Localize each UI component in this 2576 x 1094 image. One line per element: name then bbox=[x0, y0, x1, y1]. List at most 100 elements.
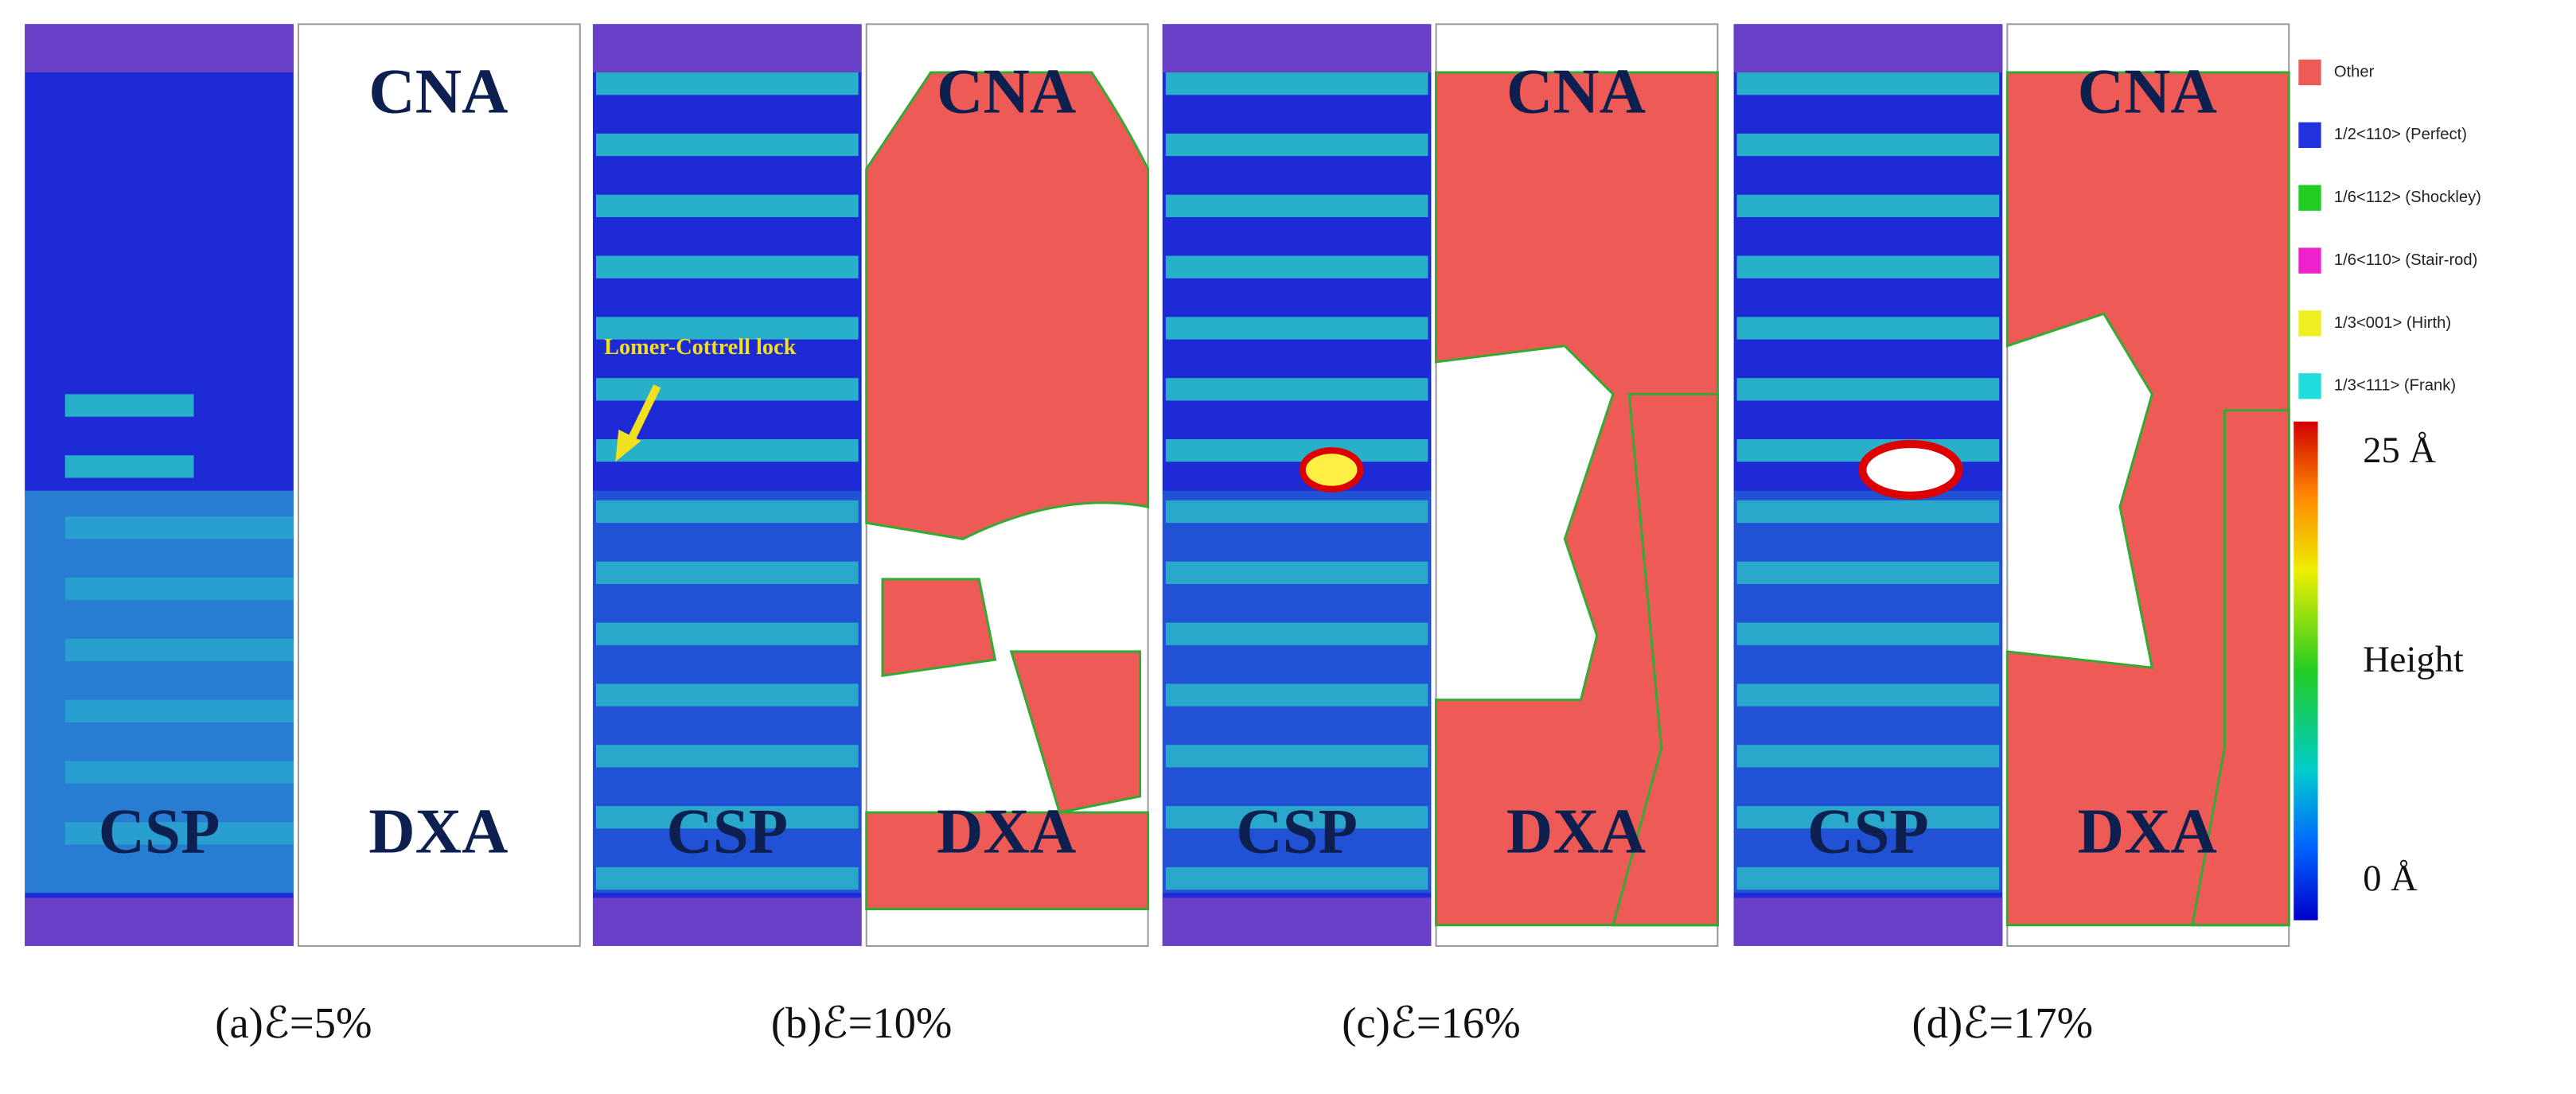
disordered-region bbox=[1733, 490, 2003, 893]
stacking-stripe bbox=[1165, 866, 1428, 890]
legend-label: 1/3<111> (Frank) bbox=[2334, 377, 2456, 395]
boundary bbox=[1162, 24, 1432, 72]
dxa-label: DXA bbox=[937, 796, 1076, 867]
colorbar-top: 25 Å bbox=[2363, 430, 2436, 471]
stacking-stripe bbox=[1736, 622, 2000, 645]
csp-label: CSP bbox=[1236, 796, 1358, 867]
stacking-stripe bbox=[596, 133, 859, 157]
disordered-region bbox=[1162, 490, 1432, 893]
stacking-stripe bbox=[1736, 378, 2000, 401]
csp-label: CSP bbox=[1807, 796, 1929, 867]
stacking-stripe bbox=[1165, 378, 1428, 401]
legend-swatch bbox=[2298, 185, 2321, 211]
csp-label: CSP bbox=[99, 796, 220, 867]
stacking-stripe bbox=[1736, 317, 2000, 340]
fcc-region bbox=[1611, 392, 1719, 927]
legend-label: 1/2<110> (Perfect) bbox=[2334, 126, 2467, 143]
annotation-arrow bbox=[624, 384, 661, 448]
stacking-stripe bbox=[1165, 683, 1428, 707]
stacking-stripe bbox=[596, 500, 859, 524]
caption: (b)ℰ=10% bbox=[771, 999, 953, 1047]
stacking-stripe bbox=[1165, 255, 1428, 278]
stacking-stripe bbox=[1736, 194, 2000, 217]
boundary bbox=[1162, 897, 1432, 946]
stacking-stripe bbox=[596, 806, 859, 829]
boundary bbox=[592, 897, 862, 946]
csp-image bbox=[1162, 24, 1432, 946]
caption: (a)ℰ=5% bbox=[215, 999, 372, 1047]
colorbar bbox=[2293, 421, 2318, 921]
caption: (c)ℰ=16% bbox=[1342, 999, 1520, 1047]
disordered-region bbox=[592, 490, 862, 893]
stacking-stripe bbox=[596, 745, 859, 768]
stacking-stripe bbox=[1736, 133, 2000, 157]
stacking-stripe bbox=[1165, 622, 1428, 645]
stacking-stripe bbox=[1165, 806, 1428, 829]
cna-label: CNA bbox=[1506, 56, 1646, 127]
cna-label: CNA bbox=[368, 56, 508, 127]
legend-label: 1/6<112> (Shockley) bbox=[2334, 189, 2481, 206]
cna-label: CNA bbox=[2078, 56, 2217, 127]
fcc-region bbox=[865, 71, 1150, 540]
fcc-region bbox=[2191, 409, 2290, 927]
legend-swatch bbox=[2298, 247, 2321, 274]
legend-swatch bbox=[2298, 59, 2321, 86]
boundary bbox=[25, 24, 294, 72]
fcc-region bbox=[1009, 650, 1141, 814]
stacking-stripe bbox=[1165, 745, 1428, 768]
dxa-label: DXA bbox=[368, 796, 508, 867]
stacking-stripe bbox=[596, 378, 859, 401]
csp-label: CSP bbox=[666, 796, 788, 867]
stacking-stripe bbox=[1736, 866, 2000, 890]
colorbar-middle: Height bbox=[2363, 640, 2464, 680]
stacking-stripe bbox=[64, 394, 194, 417]
stacking-stripe bbox=[1165, 317, 1428, 340]
stacking-stripe bbox=[1165, 439, 1428, 462]
stacking-stripe bbox=[596, 622, 859, 645]
panel: CSP CNA DXA (d)ℰ=17% bbox=[1733, 23, 2290, 1047]
stacking-stripe bbox=[596, 194, 859, 217]
stacking-stripe bbox=[1736, 72, 2000, 95]
boundary bbox=[25, 897, 294, 946]
panel: CSP CNA DXA (c)ℰ=16% bbox=[1162, 23, 1719, 1047]
legend-swatch bbox=[2298, 310, 2321, 337]
stacking-stripe bbox=[596, 255, 859, 278]
boundary bbox=[1733, 24, 2003, 72]
dxa-label: DXA bbox=[1506, 796, 1646, 867]
disordered-region bbox=[25, 490, 294, 893]
boundary bbox=[1733, 897, 2003, 946]
stacking-stripe bbox=[596, 683, 859, 707]
stacking-stripe bbox=[1165, 133, 1428, 157]
colorbar-bottom: 0 Å bbox=[2363, 858, 2418, 899]
stacking-stripe bbox=[1736, 561, 2000, 585]
stacking-stripe bbox=[1736, 500, 2000, 524]
stacking-stripe bbox=[1165, 72, 1428, 95]
stacking-stripe bbox=[596, 439, 859, 462]
panel: CSP CNA DXA (a)ℰ=5% bbox=[25, 23, 783, 1047]
arrow-head bbox=[615, 429, 641, 462]
legend-swatch bbox=[2298, 373, 2321, 399]
annotation: Lomer-Cottrell lock bbox=[604, 335, 796, 360]
stacking-stripe bbox=[1165, 194, 1428, 217]
stacking-stripe bbox=[64, 455, 194, 478]
stacking-stripe bbox=[1736, 806, 2000, 829]
legend-swatch bbox=[2298, 122, 2321, 149]
stacking-stripe bbox=[596, 317, 859, 340]
fcc-region bbox=[881, 578, 997, 678]
cna-label: CNA bbox=[937, 56, 1076, 127]
dxa-image bbox=[297, 23, 581, 947]
caption: (d)ℰ=17% bbox=[1912, 999, 2094, 1047]
fcc-region bbox=[865, 811, 1150, 910]
dxa-label: DXA bbox=[2078, 796, 2217, 867]
stacking-stripe bbox=[596, 866, 859, 890]
legend-label: 1/3<001> (Hirth) bbox=[2334, 314, 2451, 332]
stacking-stripe bbox=[1165, 500, 1428, 524]
stacking-stripe bbox=[1736, 255, 2000, 278]
stacking-stripe bbox=[1736, 683, 2000, 707]
stacking-stripe bbox=[1165, 561, 1428, 585]
stacking-stripe bbox=[596, 72, 859, 95]
panel: CSP CNA DXA (b)ℰ=10% Lomer-Cottrell lock bbox=[592, 23, 1150, 1047]
legend-label: Other bbox=[2334, 63, 2375, 80]
